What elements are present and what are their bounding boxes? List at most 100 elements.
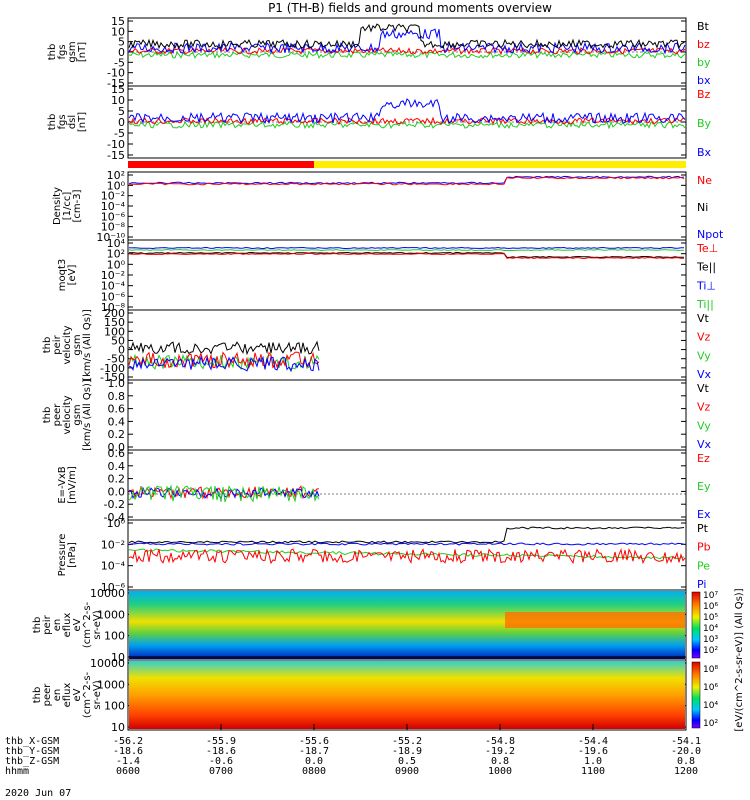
panels-layer: 151050-5-10-15thbfgsgsm[nT]Btbzbybx15105… [32, 15, 724, 734]
ytick-label: 0.0 [108, 485, 126, 498]
legend-vt: Vt [697, 382, 710, 395]
ytick-label: 100 [104, 630, 125, 643]
ylabel-line: thb [32, 617, 43, 634]
ytick-label: 1000 [97, 678, 125, 691]
trace-green [128, 248, 685, 252]
xaxis-row-label: thb_X-GSM [5, 736, 59, 747]
legend-npot: Npot [697, 228, 724, 241]
ylabel-line: peer [52, 403, 63, 427]
ytick-label: -10 [107, 138, 125, 151]
trace-red [128, 351, 320, 369]
xaxis-value: -18.6 [113, 746, 143, 757]
trace-black [128, 526, 685, 544]
ytick-label: -50 [107, 353, 125, 366]
trace-blue [128, 98, 686, 125]
xaxis-value: -55.9 [206, 736, 236, 747]
ylabel-line: gsm [72, 404, 83, 425]
panel-frame [127, 171, 687, 241]
ylabel-pressure: Pressure[nPa] [57, 534, 78, 577]
panel-peer-eflux: 10000 1000 100 10 thbpeerenefluxeV(cm^2-s-sr… [32, 657, 687, 734]
ylabel-line: [nT] [77, 112, 88, 132]
legend-bz: Bz [697, 88, 711, 101]
trace-red [128, 176, 685, 186]
ytick-label: -100 [100, 362, 125, 375]
colorbar-tick: 10⁵ [703, 613, 718, 623]
ytick-label: 10 [111, 94, 125, 107]
trace-black [128, 251, 684, 259]
trace-blue [128, 246, 685, 250]
ylabel-line: [eV] [67, 265, 78, 286]
legend-pt: Pt [697, 522, 709, 535]
ytick-label: 10⁴ [107, 237, 126, 250]
xaxis-value: 1.0 [584, 756, 602, 767]
legend-vx: Vx [697, 368, 712, 381]
legend-ez: Ez [697, 452, 710, 465]
ytick-label: 1.0 [108, 377, 126, 390]
ytick-label: -5 [114, 127, 125, 140]
xaxis-value: -18.6 [206, 746, 236, 757]
ylabel-line: en [52, 689, 63, 702]
ytick-label: 10⁻² [101, 538, 125, 551]
legend-vy: Vy [697, 419, 711, 432]
ylabel-line: gsm [67, 41, 78, 62]
ytick-label: 0 [118, 344, 125, 357]
ylabel-line: thb [42, 407, 53, 424]
ylabel-line: [mV/m] [67, 466, 78, 504]
panel-peir-eflux: 10000 1000 100 10 thbpeirenefluxeV(cm^2-s-sr… [32, 587, 687, 664]
ylabel-line: thb [47, 44, 58, 61]
ylabel-line: [nPa] [67, 542, 78, 568]
xaxis-value: -19.2 [485, 746, 515, 757]
trace-black [128, 340, 320, 356]
ylabel-line: dsl [67, 115, 78, 129]
legend-bx: bx [697, 74, 711, 87]
ylabel-line: peir [52, 334, 63, 354]
spectrogram-fill [129, 661, 685, 729]
legend-pe: Pe [697, 559, 710, 572]
panel-frame [127, 449, 687, 521]
xaxis-value: -55.6 [299, 736, 329, 747]
legend-pi: Pi [697, 578, 706, 591]
ylabel-peir-velocity: thbpeirvelocitygsm[km/s (All Qs)] [42, 309, 93, 381]
xaxis-value: -18.7 [299, 746, 329, 757]
legend-by: By [697, 117, 712, 130]
ylabel-line: [km/s (All Qs)] [82, 379, 93, 451]
ytick-label: 0.4 [108, 415, 126, 428]
ylabel-fgs-gsm: thbfgsgsm[nT] [47, 41, 88, 62]
footer-date: 2020 Jun 07 [5, 788, 71, 799]
spectrogram-band [505, 612, 685, 628]
ylabel-line: thb [47, 114, 58, 131]
ytick-label: -0.2 [104, 498, 125, 511]
ytick-label: 10⁻⁶ [101, 581, 126, 594]
xaxis-value: 0800 [302, 766, 326, 777]
ylabel-line: eV [72, 688, 83, 701]
ylabel-line: eflux [62, 613, 73, 638]
ylabel-density: Density[1/cc][cm-3] [52, 187, 83, 225]
trace-blue [128, 175, 685, 185]
trace-red [128, 47, 686, 56]
ytick-label: 0.0 [108, 441, 126, 454]
ylabel-line: fgs [57, 114, 68, 129]
ylabel-line: Density [52, 187, 63, 225]
ytick-label: 0.2 [108, 428, 126, 441]
ylabel-line: E=-VxB [57, 466, 68, 503]
ylabel-line: [nT] [77, 42, 88, 62]
ytick-label: 1000 [97, 608, 125, 621]
ylabel-temperature: moqt3[eV] [57, 259, 78, 292]
xaxis-row-label: thb_Z-GSM [5, 756, 59, 767]
ytick-label: 10 [111, 25, 125, 38]
ylabel-fgs-dsl: thbfgsdsl[nT] [47, 112, 88, 132]
ytick-label: 10⁰ [107, 179, 126, 192]
ytick-label: 5 [118, 105, 125, 118]
legend-vx: Vx [697, 438, 712, 451]
legend-vt: Vt [697, 312, 710, 325]
xaxis-value: -18.9 [392, 746, 422, 757]
legend-bt: Bt [697, 20, 710, 33]
ytick-label: 0 [118, 116, 125, 129]
trace-green [128, 120, 686, 130]
ylabel-line: fgs [57, 44, 68, 59]
